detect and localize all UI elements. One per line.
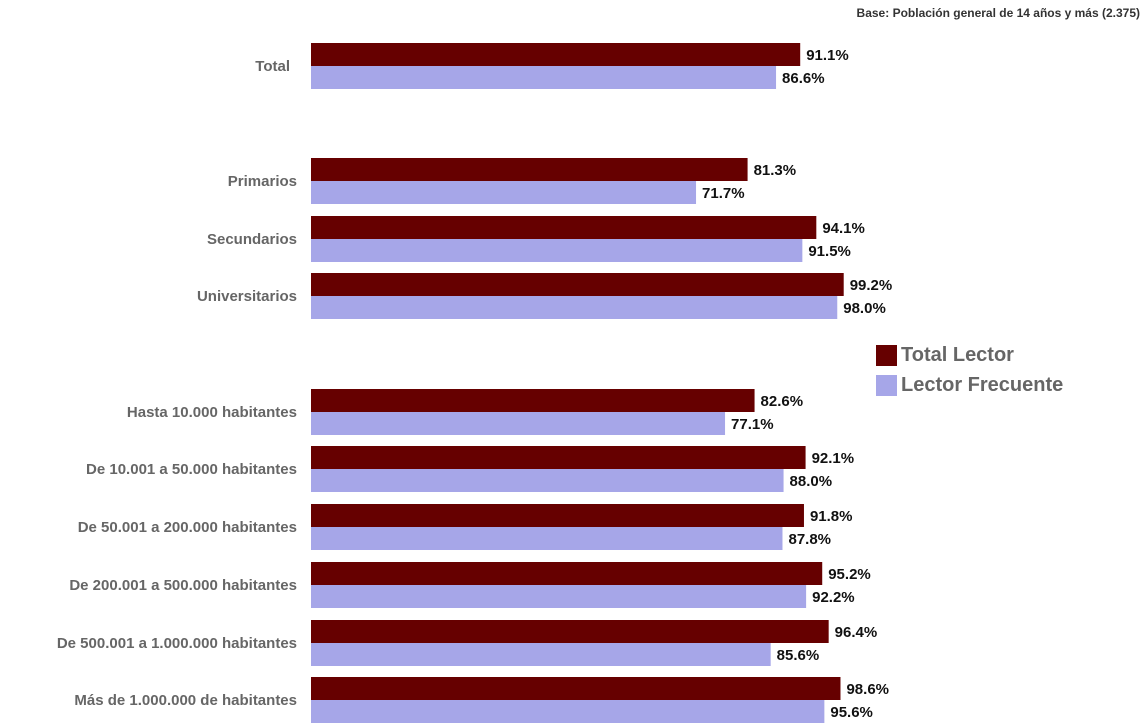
value-label-lector-frecuente-mas-de-1-000-000-de-habitantes: 95.6% <box>830 704 873 721</box>
category-label-mas-de-1-000-000-de-habitantes: Más de 1.000.000 de habitantes <box>74 692 297 709</box>
category-label-total: Total <box>255 58 290 75</box>
bar-total-lector-universitarios <box>311 273 844 296</box>
category-label-universitarios: Universitarios <box>197 288 297 305</box>
bar-total-lector-de-10-001-a-50-000-habitantes <box>311 446 806 469</box>
legend-swatch-total-lector <box>876 344 897 366</box>
category-label-de-10-001-a-50-000-habitantes: De 10.001 a 50.000 habitantes <box>86 461 297 478</box>
legend: Total Lector Lector Frecuente <box>876 342 1063 402</box>
value-label-total-lector-primarios: 81.3% <box>754 162 797 179</box>
category-label-hasta-10-000-habitantes: Hasta 10.000 habitantes <box>127 404 297 421</box>
value-label-total-lector-de-50-001-a-200-000-habitantes: 91.8% <box>810 508 853 525</box>
value-label-total-lector-de-200-001-a-500-000-habitantes: 95.2% <box>828 566 871 583</box>
value-label-lector-frecuente-total: 86.6% <box>782 70 825 87</box>
category-label-primarios: Primarios <box>228 173 297 190</box>
bar-total-lector-de-200-001-a-500-000-habitantes <box>311 562 823 585</box>
bar-lector-frecuente-de-200-001-a-500-000-habitantes <box>311 585 807 608</box>
value-label-lector-frecuente-de-50-001-a-200-000-habitantes: 87.8% <box>788 531 831 548</box>
bar-total-lector-primarios <box>311 158 748 181</box>
value-label-total-lector-mas-de-1-000-000-de-habitantes: 98.6% <box>846 681 889 698</box>
value-label-total-lector-hasta-10-000-habitantes: 82.6% <box>761 393 804 410</box>
bar-lector-frecuente-primarios <box>311 181 697 204</box>
value-label-total-lector-total: 91.1% <box>806 47 849 64</box>
value-label-lector-frecuente-de-200-001-a-500-000-habitantes: 92.2% <box>812 589 855 606</box>
bar-total-lector-hasta-10-000-habitantes <box>311 389 755 412</box>
bar-lector-frecuente-total <box>311 66 777 89</box>
bar-lector-frecuente-secundarios <box>311 239 803 262</box>
value-label-lector-frecuente-primarios: 71.7% <box>702 185 745 202</box>
legend-swatch-lector-frecuente <box>876 374 897 396</box>
bar-lector-frecuente-mas-de-1-000-000-de-habitantes <box>311 700 825 723</box>
category-label-secundarios: Secundarios <box>207 231 297 248</box>
value-label-lector-frecuente-de-10-001-a-50-000-habitantes: 88.0% <box>790 473 833 490</box>
bar-total-lector-total <box>311 43 801 66</box>
bar-total-lector-mas-de-1-000-000-de-habitantes <box>311 677 841 700</box>
base-note: Base: Población general de 14 años y más… <box>856 6 1140 20</box>
bar-lector-frecuente-hasta-10-000-habitantes <box>311 412 726 435</box>
value-label-lector-frecuente-secundarios: 91.5% <box>808 243 851 260</box>
value-label-lector-frecuente-de-500-001-a-1-000-000-habitantes: 85.6% <box>777 647 820 664</box>
value-label-total-lector-secundarios: 94.1% <box>822 220 865 237</box>
value-label-total-lector-de-10-001-a-50-000-habitantes: 92.1% <box>812 450 855 467</box>
bar-total-lector-de-50-001-a-200-000-habitantes <box>311 504 804 527</box>
value-label-total-lector-de-500-001-a-1-000-000-habitantes: 96.4% <box>835 624 878 641</box>
value-label-lector-frecuente-hasta-10-000-habitantes: 77.1% <box>731 416 774 433</box>
category-label-de-50-001-a-200-000-habitantes: De 50.001 a 200.000 habitantes <box>78 519 297 536</box>
legend-item-total-lector: Total Lector <box>876 342 1063 368</box>
legend-item-lector-frecuente: Lector Frecuente <box>876 372 1063 398</box>
bar-total-lector-de-500-001-a-1-000-000-habitantes <box>311 620 829 643</box>
category-label-de-200-001-a-500-000-habitantes: De 200.001 a 500.000 habitantes <box>69 577 297 594</box>
bar-lector-frecuente-de-500-001-a-1-000-000-habitantes <box>311 643 771 666</box>
legend-label-total-lector: Total Lector <box>901 343 1014 366</box>
legend-label-lector-frecuente: Lector Frecuente <box>901 373 1064 396</box>
bar-lector-frecuente-universitarios <box>311 296 838 319</box>
bar-total-lector-secundarios <box>311 216 817 239</box>
value-label-total-lector-universitarios: 99.2% <box>850 277 893 294</box>
value-label-lector-frecuente-universitarios: 98.0% <box>843 300 886 317</box>
bar-lector-frecuente-de-50-001-a-200-000-habitantes <box>311 527 783 550</box>
category-label-de-500-001-a-1-000-000-habitantes: De 500.001 a 1.000.000 habitantes <box>57 635 297 652</box>
bar-lector-frecuente-de-10-001-a-50-000-habitantes <box>311 469 784 492</box>
